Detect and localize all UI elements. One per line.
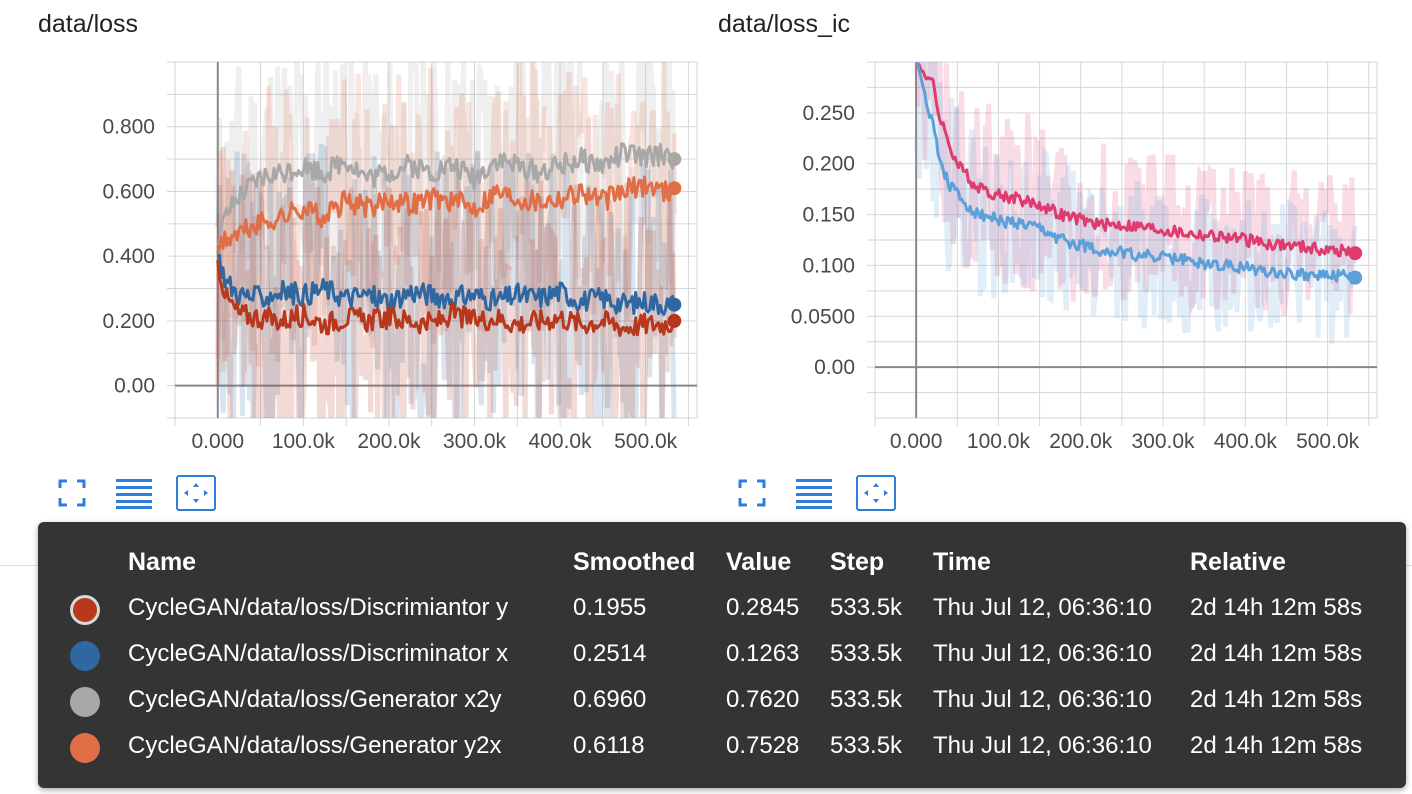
y-tick-label: 0.400 — [102, 245, 155, 268]
y-tick-label: 0.800 — [102, 116, 155, 139]
tooltip-cell-time: Thu Jul 12, 06:36:10 — [933, 686, 1152, 713]
tooltip-cell-smoothed: 0.1955 — [573, 594, 647, 621]
tooltip-cell-name: CycleGAN/data/loss/Generator x2y — [128, 686, 502, 713]
x-tick-label: 300.0k — [1132, 430, 1196, 453]
fit-domain-icon — [864, 483, 888, 503]
series-line — [216, 260, 676, 337]
header-smoothed: Smoothed — [573, 548, 696, 576]
series-endpoint-marker — [667, 313, 682, 328]
x-tick-label: 100.0k — [967, 430, 1031, 453]
fit-domain-button[interactable] — [176, 475, 216, 511]
x-tick-label: 400.0k — [1214, 430, 1278, 453]
x-tick-label: 0.000 — [890, 430, 943, 453]
x-tick-label: 500.0k — [1296, 430, 1360, 453]
header-step: Step — [830, 548, 885, 576]
tooltip-cell-name: CycleGAN/data/loss/Discriminator x — [128, 640, 509, 667]
x-tick-label: 200.0k — [357, 430, 421, 453]
divider — [1404, 565, 1412, 566]
y-tick-label: 0.100 — [802, 254, 855, 277]
y-tick-label: 0.150 — [802, 204, 855, 227]
x-tick-label: 100.0k — [272, 430, 336, 453]
fit-domain-button[interactable] — [856, 475, 896, 511]
tooltip-cell-value: 0.1263 — [726, 640, 800, 667]
header-time: Time — [933, 548, 991, 576]
tooltip-cell-smoothed: 0.6960 — [573, 686, 647, 713]
y-tick-label: 0.00 — [814, 356, 855, 379]
fullscreen-icon — [58, 479, 86, 507]
y-tick-label: 0.200 — [102, 310, 155, 333]
series-line — [216, 253, 676, 316]
divider — [0, 565, 40, 566]
tooltip-cell-step: 533.5k — [830, 594, 903, 621]
chart-tooltip: Name Smoothed Value Step Time Relative C… — [38, 522, 1406, 788]
tooltip-cell-time: Thu Jul 12, 06:36:10 — [933, 732, 1152, 759]
chart-title: data/loss_ic — [718, 10, 851, 38]
tooltip-cell-name: CycleGAN/data/loss/Discrimiantor y — [128, 594, 509, 621]
chart-title: data/loss — [38, 10, 139, 38]
series-color-swatch — [70, 641, 100, 671]
tooltip-cell-value: 0.7528 — [726, 732, 800, 759]
chart-loss[interactable]: 0.000 100.0k 200.0k 300.0k 400.0k 500.0k 0.00 0… — [0, 0, 700, 470]
header-name: Name — [128, 548, 197, 576]
series-endpoint-marker — [667, 152, 682, 167]
x-tick-label: 400.0k — [529, 430, 593, 453]
tooltip-cell-relative: 2d 14h 12m 58s — [1190, 732, 1363, 759]
tooltip-cell-smoothed: 0.2514 — [573, 640, 647, 667]
series-endpoint-marker — [667, 297, 682, 312]
y-tick-label: 0.250 — [802, 102, 855, 125]
fullscreen-icon — [738, 479, 766, 507]
raw-series-line — [215, 147, 677, 418]
raw-series-line — [215, 62, 677, 342]
list-icon — [796, 479, 832, 509]
chart-loss-ic[interactable]: 0.000 100.0k 200.0k 300.0k 400.0k 500.0k 0.00 0… — [700, 0, 1412, 470]
fullscreen-button[interactable] — [732, 474, 772, 512]
tooltip-cell-relative: 2d 14h 12m 58s — [1190, 686, 1363, 713]
series-color-swatch — [70, 687, 100, 717]
series-line — [216, 142, 676, 247]
tooltip-cell-value: 0.2845 — [726, 594, 800, 621]
data-table-button[interactable] — [114, 474, 154, 512]
series-line — [915, 62, 1357, 260]
raw-series-line — [215, 62, 677, 372]
tooltip-cell-smoothed: 0.6118 — [573, 732, 645, 759]
series-endpoint-marker — [1348, 246, 1363, 261]
tooltip-cell-time: Thu Jul 12, 06:36:10 — [933, 594, 1152, 621]
series-endpoint-marker — [1348, 270, 1363, 285]
tooltip-cell-name: CycleGAN/data/loss/Generator y2x — [128, 732, 502, 759]
series-color-swatch — [70, 733, 100, 763]
y-tick-label: 0.200 — [802, 153, 855, 176]
tooltip-cell-time: Thu Jul 12, 06:36:10 — [933, 640, 1152, 667]
tooltip-cell-step: 533.5k — [830, 686, 903, 713]
x-tick-label: 300.0k — [443, 430, 507, 453]
tooltip-cell-relative: 2d 14h 12m 58s — [1190, 594, 1363, 621]
x-tick-label: 0.000 — [192, 430, 245, 453]
x-tick-label: 500.0k — [614, 430, 678, 453]
header-value: Value — [726, 548, 792, 576]
chart-card-loss-ic: data/loss_ic 0.000 100.0k 200.0k 300.0k 400.… — [700, 0, 1412, 520]
tooltip-cell-step: 533.5k — [830, 732, 903, 759]
series-line — [216, 175, 676, 253]
chart-card-loss: data/loss 0.000 100.0k 200.0k 300.0k 400.0k 5… — [0, 0, 700, 520]
header-relative: Relative — [1190, 548, 1286, 576]
x-tick-label: 200.0k — [1049, 430, 1113, 453]
y-tick-label: 0.00 — [114, 375, 155, 398]
y-tick-label: 0.600 — [102, 180, 155, 203]
raw-series-line — [913, 62, 1358, 344]
y-tick-label: 0.0500 — [791, 305, 855, 328]
list-icon — [116, 479, 152, 509]
tooltip-cell-step: 533.5k — [830, 640, 903, 667]
tooltip-cell-value: 0.7620 — [726, 686, 800, 713]
raw-series-line — [914, 62, 1358, 316]
data-table-button[interactable] — [794, 474, 834, 512]
series-line — [915, 62, 1356, 285]
fit-domain-icon — [184, 483, 208, 503]
series-color-swatch — [70, 595, 100, 625]
tooltip-cell-relative: 2d 14h 12m 58s — [1190, 640, 1363, 667]
fullscreen-button[interactable] — [52, 474, 92, 512]
series-endpoint-marker — [667, 181, 682, 196]
